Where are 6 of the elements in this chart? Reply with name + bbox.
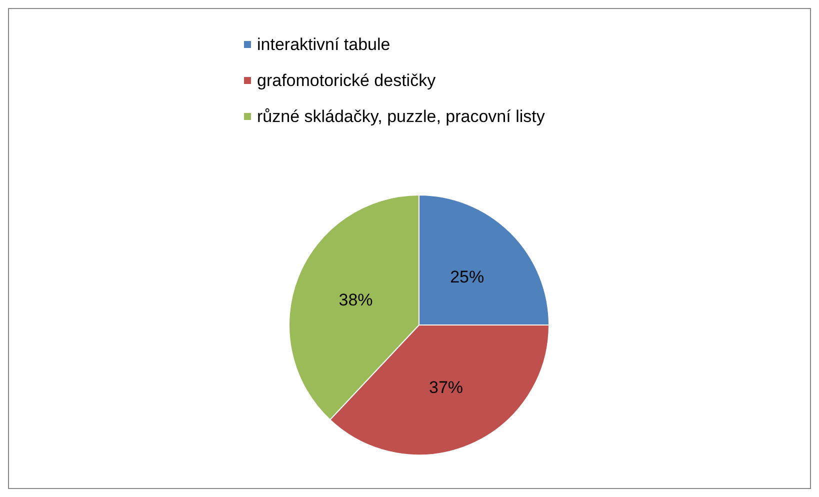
data-label: 37% [428,378,464,397]
legend-label: interaktivní tabule [257,35,390,54]
legend-label: grafomotorické destičky [257,71,436,90]
legend-label: různé skládačky, puzzle, pracovní listy [257,107,546,126]
data-label: 25% [450,267,484,286]
data-label: 38% [338,290,373,310]
